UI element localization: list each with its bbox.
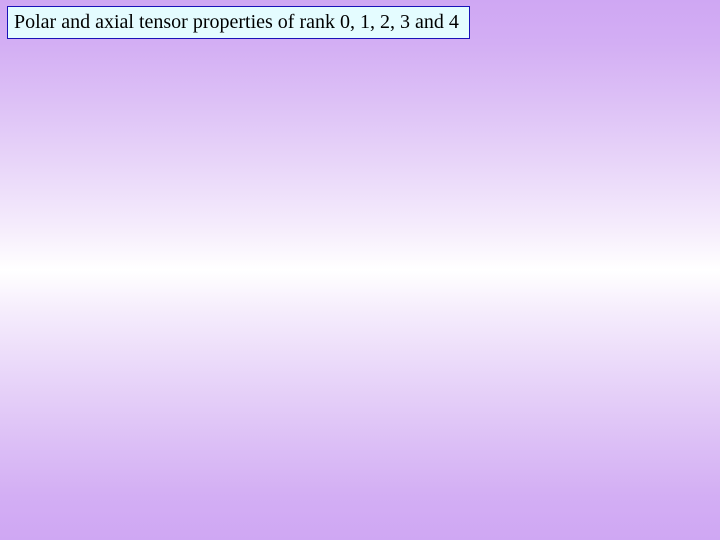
slide-title: Polar and axial tensor properties of ran…: [7, 6, 470, 39]
slide-background: Polar and axial tensor properties of ran…: [0, 0, 720, 540]
